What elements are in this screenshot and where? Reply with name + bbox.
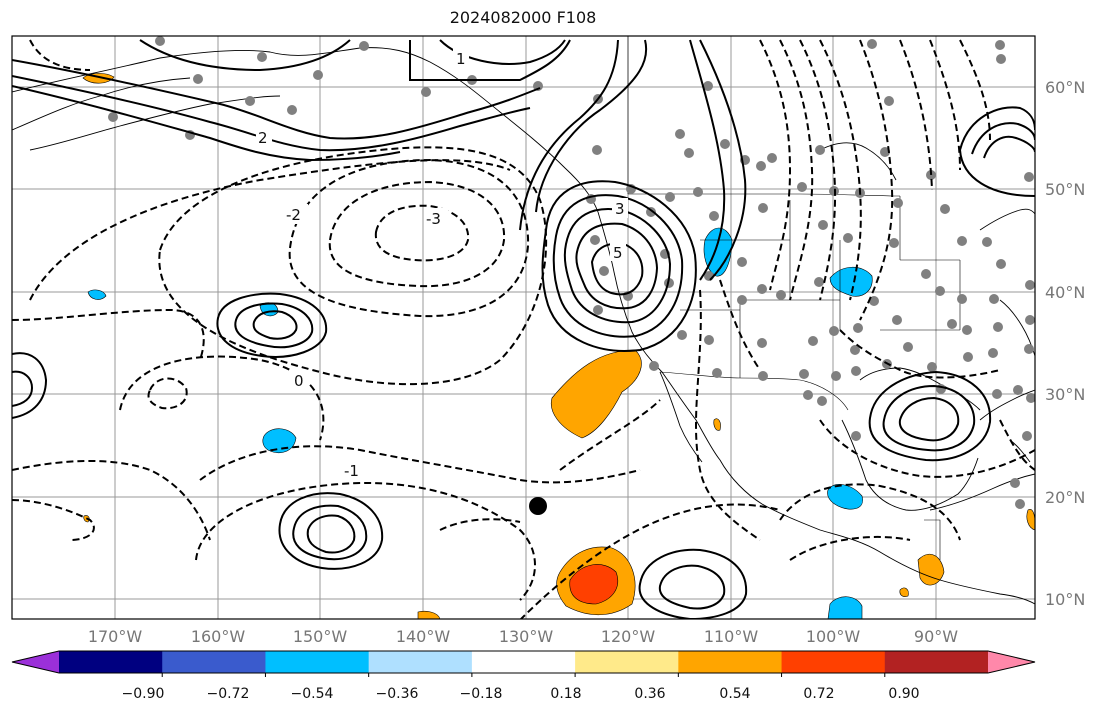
colorbar-tick-label: −0.90 bbox=[122, 686, 165, 702]
plot-title: 2024082000 F108 bbox=[449, 8, 597, 27]
colorbar-extend-high bbox=[988, 651, 1035, 673]
colorbar-outline bbox=[11, 650, 1036, 674]
contour-label-neg2: -2 bbox=[286, 206, 301, 224]
colorbar-segment bbox=[471, 651, 576, 673]
lat-label: 60°N bbox=[1045, 78, 1085, 97]
map-border bbox=[11, 35, 1036, 620]
colorbar-segment bbox=[265, 651, 370, 673]
colorbar-segment bbox=[884, 651, 989, 673]
lon-label: 130°W bbox=[499, 627, 554, 646]
colorbar-tick-label: 0.54 bbox=[719, 686, 750, 702]
coastlines bbox=[12, 47, 1035, 605]
contour-label-5: 5 bbox=[613, 244, 623, 262]
lat-label: 40°N bbox=[1045, 283, 1085, 302]
colorbar-extend-low bbox=[12, 651, 59, 673]
lon-label: 90°W bbox=[914, 627, 958, 646]
contour-labels: 5 3 2 1 0 -1 -2 -3 bbox=[256, 48, 628, 480]
lon-label: 170°W bbox=[88, 627, 143, 646]
colorbar-tick-labels: −0.90 −0.72 −0.54 −0.36 −0.18 0.18 0.36 … bbox=[122, 686, 920, 702]
lat-label: 20°N bbox=[1045, 488, 1085, 507]
colorbar-segment bbox=[368, 651, 473, 673]
colorbar-tick-label: −0.36 bbox=[376, 686, 419, 702]
lon-label: 140°W bbox=[396, 627, 451, 646]
longitude-labels: 170°W 160°W 150°W 140°W 130°W 120°W 110°… bbox=[88, 627, 958, 646]
lat-label: 30°N bbox=[1045, 385, 1085, 404]
colorbar-tick-label: −0.18 bbox=[460, 686, 503, 702]
lat-label: 50°N bbox=[1045, 180, 1085, 199]
colorbar bbox=[11, 650, 1036, 677]
political-borders bbox=[627, 36, 961, 560]
station-markers bbox=[108, 36, 1035, 509]
colorbar-segment bbox=[162, 651, 266, 673]
lon-label: 110°W bbox=[704, 627, 759, 646]
colorbar-segment bbox=[678, 651, 783, 673]
contour-label-3: 3 bbox=[615, 200, 625, 218]
lat-label: 10°N bbox=[1045, 590, 1085, 609]
colorbar-segment bbox=[59, 651, 163, 673]
latitude-labels: 60°N 50°N 40°N 30°N 20°N 10°N bbox=[1045, 78, 1085, 609]
storm-center-marker bbox=[529, 497, 547, 515]
colorbar-segment bbox=[575, 651, 679, 673]
lon-label: 100°W bbox=[806, 627, 861, 646]
colorbar-tick-label: −0.54 bbox=[291, 686, 334, 702]
colorbar-tick-label: 0.36 bbox=[634, 686, 665, 702]
colorbar-segment bbox=[781, 651, 886, 673]
colorbar-tick-label: −0.72 bbox=[207, 686, 250, 702]
negative-contours bbox=[12, 39, 1035, 619]
contour-label-neg3: -3 bbox=[426, 210, 441, 228]
colorbar-tick-label: 0.72 bbox=[803, 686, 834, 702]
contour-label-1: 1 bbox=[456, 50, 466, 68]
lon-label: 150°W bbox=[293, 627, 348, 646]
contour-label-0: 0 bbox=[294, 372, 304, 390]
shaded-fields bbox=[82, 73, 1035, 619]
colorbar-tick-label: 0.18 bbox=[550, 686, 581, 702]
contour-label-neg1: -1 bbox=[344, 462, 359, 480]
contour-label-2: 2 bbox=[258, 129, 268, 147]
colorbar-tick-label: 0.90 bbox=[888, 686, 919, 702]
lon-label: 160°W bbox=[191, 627, 246, 646]
positive-contours bbox=[12, 39, 1035, 619]
lon-label: 120°W bbox=[601, 627, 656, 646]
